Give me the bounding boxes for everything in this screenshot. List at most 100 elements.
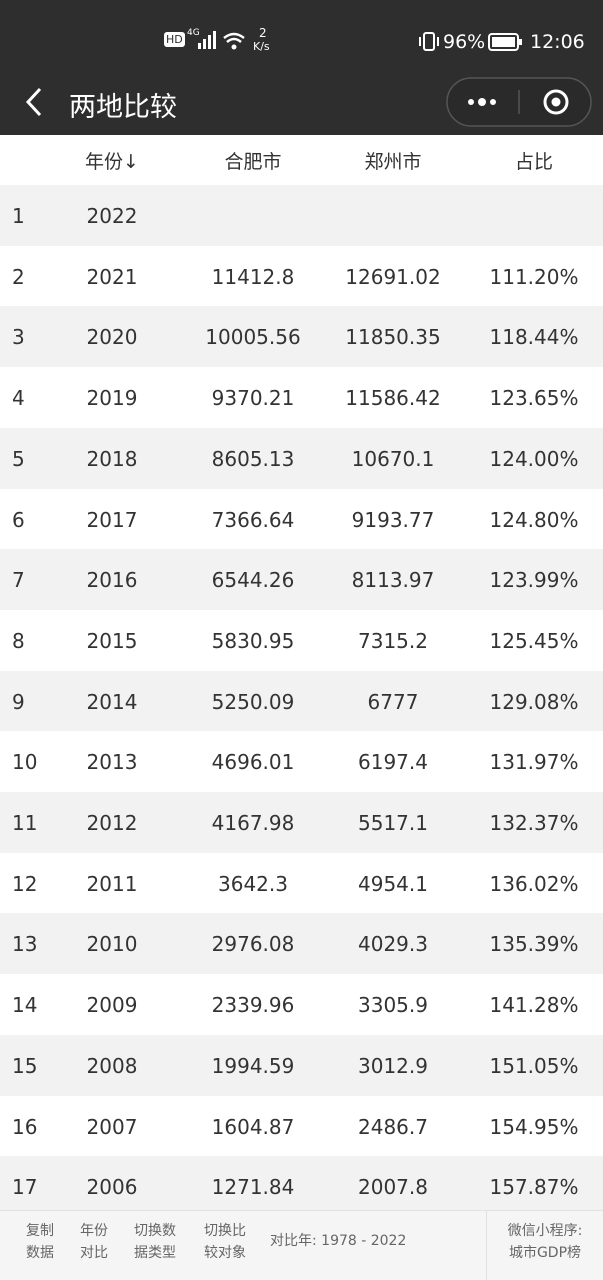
- table-cell: 129.08%: [489, 689, 579, 714]
- footer-button-label: 年份: [80, 1223, 108, 1239]
- footer-button-label: 切换数: [134, 1223, 176, 1239]
- table-row: 5 2018 8605.13 10670.1 124.00%: [0, 427, 603, 489]
- table-cell: 2013: [86, 750, 138, 775]
- mini-program-promo[interactable]: 微信小程序: 城市GDP榜: [508, 1220, 583, 1264]
- promo-line: 微信小程序:: [507, 1223, 583, 1239]
- promo-line: 城市GDP榜: [508, 1245, 582, 1261]
- table-row: 9 2014 5250.09 6777 129.08%: [0, 670, 603, 732]
- table-cell: 131.97%: [489, 750, 579, 775]
- row-index: 8: [12, 628, 25, 653]
- row-index: 1: [12, 204, 25, 228]
- row-index: 13: [12, 932, 38, 957]
- footer-button[interactable]: 年份 对比: [80, 1220, 108, 1264]
- column-header: 合肥市: [224, 151, 282, 173]
- table-row: 13 2010 2976.08 4029.3 135.39%: [0, 913, 603, 975]
- battery-icon: [488, 33, 522, 51]
- table-row: 12 2011 3642.3 4954.1 136.02%: [0, 852, 603, 914]
- vibrate-icon: [419, 32, 439, 51]
- table-cell: 2010: [86, 932, 138, 957]
- row-index: 9: [12, 689, 25, 714]
- table-row: 7 2016 6544.26 8113.97 123.99%: [0, 549, 603, 611]
- footer-button-label: 据类型: [134, 1245, 176, 1261]
- table-row: 14 2009 2339.96 3305.9 141.28%: [0, 974, 603, 1036]
- capsule-menu[interactable]: [446, 77, 592, 127]
- table-cell: 2012: [86, 811, 138, 835]
- table-cell: 132.37%: [489, 811, 579, 835]
- table-row: 1 2022: [0, 185, 603, 246]
- row-index: 2: [12, 264, 25, 289]
- table-cell: 3305.9: [358, 993, 428, 1018]
- compare-years: 对比年: 1978 - 2022: [270, 1233, 407, 1249]
- footer-toolbar: 复制 数据 年份 对比 切换数 据类型 切换比 较对象 对比年: 1978 - 2022 微信小程…: [0, 1210, 603, 1280]
- footer-button-label: 对比: [80, 1245, 108, 1261]
- table-cell: 157.87%: [489, 1175, 579, 1200]
- column-header: 郑州市: [364, 151, 422, 173]
- table-cell: 2015: [86, 628, 138, 653]
- table-cell: 123.65%: [489, 386, 579, 411]
- footer-button[interactable]: 切换数 据类型: [134, 1220, 176, 1264]
- column-header[interactable]: 年份↓: [85, 151, 139, 173]
- table-cell: 5830.95: [211, 628, 295, 653]
- table-cell: 7315.2: [358, 628, 428, 653]
- table-row: 17 2006 1271.84 2007.8 157.87%: [0, 1156, 603, 1218]
- row-index: 5: [12, 446, 25, 471]
- table-cell: 2017: [86, 507, 138, 532]
- footer-button-label: 数据: [26, 1245, 54, 1261]
- table-cell: 11586.42: [345, 386, 441, 411]
- table-row: 4 2019 9370.21 11586.42 123.65%: [0, 367, 603, 429]
- speed-unit: K/s: [253, 40, 270, 53]
- row-index: 4: [12, 386, 25, 411]
- footer-button-label: 复制: [26, 1223, 54, 1239]
- footer-button[interactable]: 复制 数据: [26, 1220, 54, 1264]
- table-cell: 11412.8: [211, 264, 295, 289]
- table-cell: 3642.3: [218, 871, 288, 896]
- table-cell: 124.00%: [489, 446, 579, 471]
- table-row: 3 2020 10005.56 11850.35 118.44%: [0, 306, 603, 368]
- page-title: 两地比较: [69, 92, 177, 123]
- table-cell: 151.05%: [489, 1053, 579, 1078]
- row-index: 12: [12, 871, 38, 896]
- table-cell: 154.95%: [489, 1114, 579, 1139]
- row-index: 7: [12, 568, 25, 593]
- table-cell: 4954.1: [358, 871, 428, 896]
- footer-button-label: 切换比: [204, 1223, 246, 1239]
- row-index: 16: [12, 1114, 38, 1139]
- table-cell: 2007.8: [358, 1175, 428, 1200]
- table-cell: 1604.87: [211, 1114, 295, 1139]
- table-cell: 2011: [86, 871, 138, 896]
- top-bar: HD 4G 2 K/s 96% 12:06 两地比较: [0, 0, 603, 135]
- table-cell: 6544.26: [211, 568, 295, 593]
- footer-button-label: 较对象: [204, 1245, 246, 1261]
- table-cell: 2021: [86, 264, 138, 289]
- hd-icon: HD: [164, 32, 185, 47]
- table-cell: 5517.1: [358, 811, 428, 835]
- row-index: 11: [12, 811, 38, 835]
- table-cell: 2014: [86, 689, 138, 714]
- table-row: 6 2017 7366.64 9193.77 124.80%: [0, 488, 603, 550]
- table-cell: 3012.9: [358, 1053, 428, 1078]
- table-row: 15 2008 1994.59 3012.9 151.05%: [0, 1034, 603, 1096]
- table-cell: 4167.98: [211, 811, 295, 835]
- table-cell: 111.20%: [489, 264, 579, 289]
- table-row: 11 2012 4167.98 5517.1 132.37%: [0, 792, 603, 853]
- table-row: 2 2021 11412.8 12691.02 111.20%: [0, 245, 603, 307]
- column-header: 占比: [514, 151, 554, 173]
- footer-button[interactable]: 切换比 较对象: [204, 1220, 246, 1264]
- table-cell: 1271.84: [211, 1175, 295, 1200]
- table-cell: 10005.56: [205, 325, 301, 350]
- table-cell: 9370.21: [211, 386, 295, 411]
- table-cell: 9193.77: [351, 507, 435, 532]
- table-cell: 2006: [86, 1175, 138, 1200]
- back-button[interactable]: [22, 86, 48, 118]
- table-cell: 141.28%: [489, 993, 579, 1018]
- table-cell: 6197.4: [358, 750, 428, 775]
- row-index: 3: [12, 325, 25, 350]
- table-row: 10 2013 4696.01 6197.4 131.97%: [0, 731, 603, 793]
- table-cell: 7366.64: [211, 507, 295, 532]
- row-index: 6: [12, 507, 25, 532]
- row-index: 14: [12, 993, 38, 1018]
- table-cell: 2019: [86, 386, 138, 411]
- table-cell: 124.80%: [489, 507, 579, 532]
- table-cell: 123.99%: [489, 568, 579, 593]
